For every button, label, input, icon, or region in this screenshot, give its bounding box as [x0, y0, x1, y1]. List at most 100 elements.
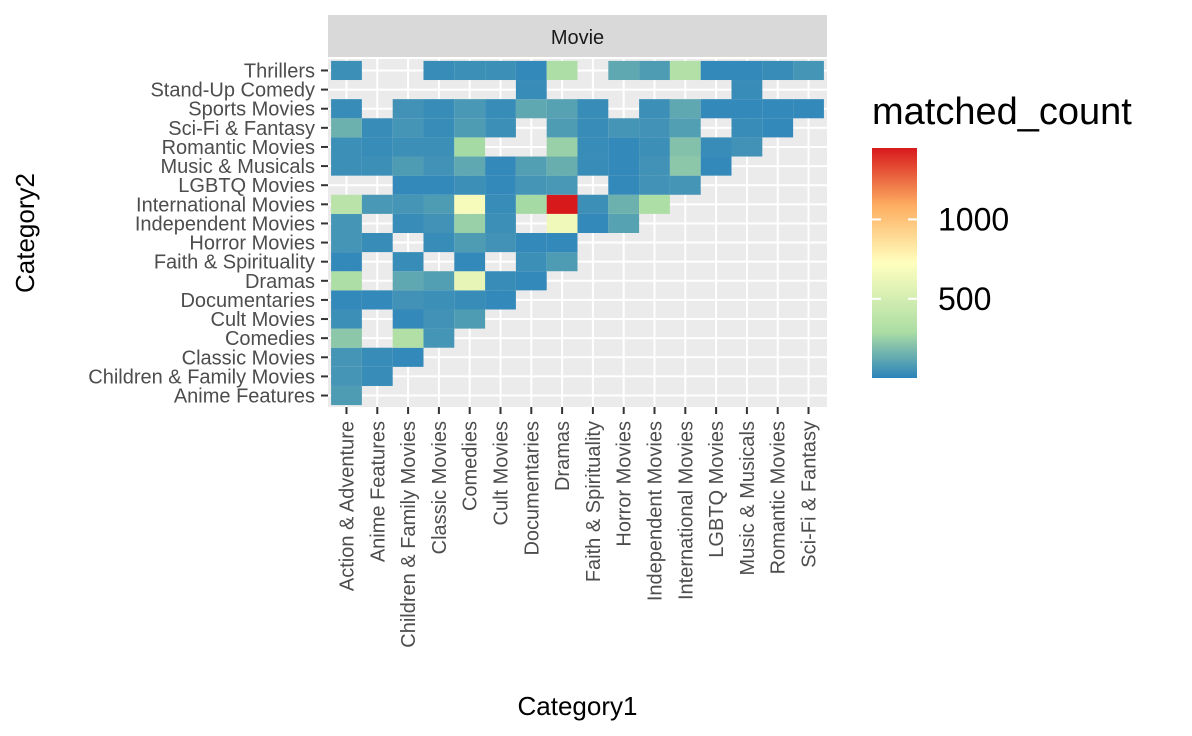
heatmap-cell: [639, 60, 670, 81]
heatmap-cell: [515, 99, 547, 119]
heatmap-cell: [577, 156, 609, 176]
y-tick-label: Music & Musicals: [161, 156, 315, 178]
heatmap-cell: [608, 137, 640, 157]
heatmap-cell: [793, 99, 824, 119]
y-tick-label: Thrillers: [244, 60, 315, 82]
y-tick-label: Sports Movies: [188, 99, 315, 121]
heatmap-cell: [485, 60, 516, 81]
heatmap-cell: [392, 347, 424, 367]
heatmap-cell: [731, 137, 763, 157]
heatmap-cell: [515, 80, 547, 100]
heatmap-cell: [669, 60, 701, 81]
heatmap-cell: [485, 213, 516, 233]
heatmap-cell: [454, 309, 486, 329]
heatmap-cell: [331, 60, 362, 81]
heatmap-cell: [331, 233, 362, 253]
heatmap-cell: [485, 99, 516, 119]
heatmap-cell: [577, 99, 609, 119]
heatmap-cell: [515, 60, 547, 81]
heatmap-cell: [546, 175, 578, 195]
heatmap-cell: [762, 118, 794, 138]
y-tick-label: Sci-Fi & Fantasy: [168, 118, 315, 140]
x-tick-label: Action & Adventure: [336, 421, 358, 591]
x-tick-label: International Movies: [675, 421, 697, 600]
heatmap-cell: [392, 137, 424, 157]
heatmap-cell: [608, 60, 640, 81]
y-tick-label: Faith & Spirituality: [154, 252, 315, 274]
heatmap-cell: [485, 118, 516, 138]
heatmap-cell: [515, 271, 547, 291]
x-tick-label: Horror Movies: [614, 421, 636, 547]
heatmap-cell: [639, 194, 670, 214]
heatmap-cell: [669, 137, 701, 157]
y-tick-label: Children & Family Movies: [88, 366, 315, 388]
heatmap-cell: [331, 290, 362, 310]
heatmap-cell: [762, 99, 794, 119]
x-axis-title: Category1: [518, 691, 638, 721]
heatmap-cell: [546, 156, 578, 176]
heatmap-cell: [485, 156, 516, 176]
heatmap-cell: [454, 233, 486, 253]
heatmap-cell: [608, 118, 640, 138]
x-axis-ticks: Action & Adventure Anime Features Children…: [336, 407, 821, 648]
heatmap-cell: [485, 194, 516, 214]
heatmap-cell: [331, 99, 362, 119]
heatmap-cell: [392, 290, 424, 310]
heatmap-cell: [485, 233, 516, 253]
heatmap-cell: [700, 99, 732, 119]
heatmap-cell: [608, 175, 640, 195]
heatmap-cell: [423, 233, 455, 253]
heatmap-cell: [515, 233, 547, 253]
heatmap-cell: [700, 60, 732, 81]
y-tick-label: International Movies: [136, 194, 315, 216]
heatmap-cell: [392, 328, 424, 348]
heatmap-cell: [700, 137, 732, 157]
x-tick-label: Documentaries: [521, 421, 543, 556]
heatmap-cell: [331, 271, 362, 291]
heatmap-cell: [454, 118, 486, 138]
heatmap-cell: [454, 194, 486, 214]
x-tick-label: Independent Movies: [645, 421, 667, 601]
heatmap-cell: [361, 156, 393, 176]
legend-break-label: 1000: [938, 201, 1009, 237]
heatmap-cell: [546, 194, 578, 214]
y-tick-label: LGBTQ Movies: [178, 175, 315, 197]
heatmap-cell: [608, 213, 640, 233]
heatmap-cell: [392, 213, 424, 233]
x-tick-label: Dramas: [552, 421, 574, 491]
heatmap-cell: [392, 252, 424, 272]
heatmap-cell: [639, 156, 670, 176]
heatmap-cell: [454, 99, 486, 119]
heatmap-cell: [515, 156, 547, 176]
heatmap-cell: [361, 290, 393, 310]
x-tick-label: Romantic Movies: [768, 421, 790, 574]
heatmap-cell: [454, 290, 486, 310]
heatmap-cell: [423, 290, 455, 310]
heatmap-cell: [392, 194, 424, 214]
heatmap-cell: [577, 194, 609, 214]
heatmap-cell: [331, 213, 362, 233]
x-tick-label: Cult Movies: [490, 421, 512, 525]
x-tick-label: Children & Family Movies: [398, 421, 420, 648]
heatmap-cell: [485, 271, 516, 291]
heatmap-cell: [423, 213, 455, 233]
heatmap-cell: [361, 366, 393, 386]
x-tick-label: Music & Musicals: [737, 421, 759, 575]
heatmap-cell: [454, 213, 486, 233]
heatmap-cell: [361, 137, 393, 157]
y-tick-label: Documentaries: [180, 290, 315, 312]
heatmap-cell: [546, 118, 578, 138]
heatmap-cell: [546, 233, 578, 253]
y-tick-label: Romantic Movies: [162, 137, 315, 159]
heatmap-cell: [546, 252, 578, 272]
x-tick-label: LGBTQ Movies: [706, 421, 728, 558]
y-tick-label: Comedies: [225, 328, 315, 350]
heatmap-cell: [423, 328, 455, 348]
heatmap-cell: [639, 118, 670, 138]
heatmap-cell: [331, 156, 362, 176]
heatmap-cell: [423, 194, 455, 214]
heatmap-cell: [454, 137, 486, 157]
heatmap-cell: [392, 175, 424, 195]
heatmap-cell: [331, 309, 362, 329]
